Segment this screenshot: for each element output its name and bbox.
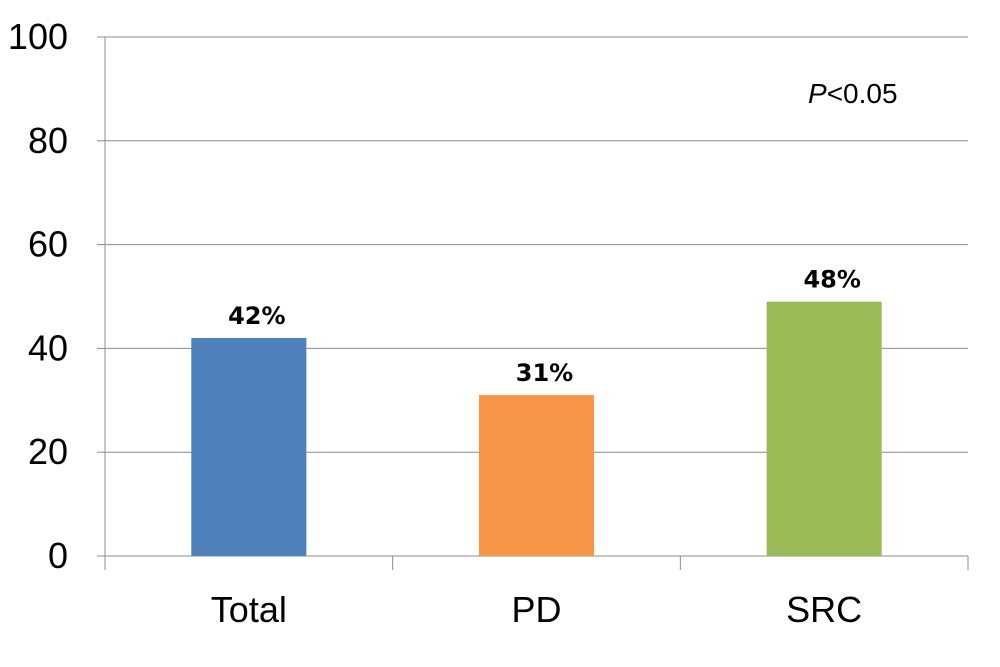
- data-labels: 42% 31% 48%: [228, 266, 861, 387]
- y-tick-labels: 0 20 40 60 80 100: [8, 16, 68, 576]
- data-label-src: 48%: [803, 266, 860, 294]
- data-label-pd: 31%: [516, 359, 573, 387]
- annotation-text: <0.05: [827, 78, 898, 109]
- bars: [191, 301, 882, 556]
- y-tick-label: 80: [28, 120, 68, 161]
- x-tick-labels: Total PD SRC: [211, 589, 862, 630]
- bar-src: [766, 301, 882, 556]
- x-tick-label-src: SRC: [786, 589, 862, 630]
- y-tick-label: 0: [48, 535, 68, 576]
- significance-annotation: P<0.05: [808, 78, 898, 109]
- y-tick-label: 100: [8, 16, 68, 57]
- y-tick-label: 60: [28, 224, 68, 265]
- y-tick-label: 40: [28, 327, 68, 368]
- data-label-total: 42%: [228, 302, 285, 330]
- x-tick-label-pd: PD: [511, 589, 561, 630]
- bar-pd: [478, 395, 595, 556]
- annotation-italic: P: [808, 78, 827, 109]
- bar-total: [191, 338, 307, 556]
- x-tick-label-total: Total: [211, 589, 287, 630]
- y-tick-label: 20: [28, 431, 68, 472]
